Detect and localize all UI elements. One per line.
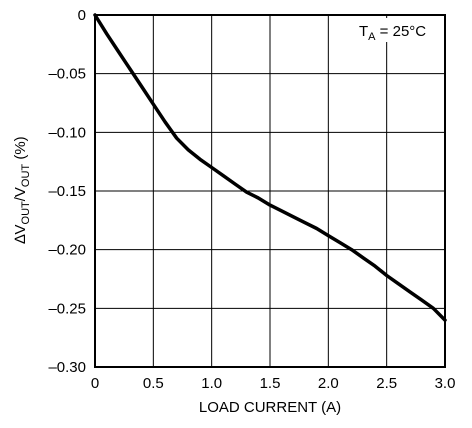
y-tick-label: –0.20 [48, 242, 86, 259]
y-axis-title-delta: ∆V [12, 224, 29, 243]
x-tick-label: 1.5 [260, 375, 281, 392]
y-axis-title-unit: (%) [12, 136, 29, 164]
plot-frame [94, 14, 446, 368]
y-axis-title-slash: /V [12, 187, 29, 201]
x-tick-label: 3.0 [435, 375, 456, 392]
x-tick-label: 2.0 [318, 375, 339, 392]
y-axis-title: ∆VOUT/VOUT (%) [12, 136, 32, 243]
y-tick-label: –0.30 [48, 359, 86, 376]
x-tick-label: 1.0 [201, 375, 222, 392]
y-tick-labels: 0 –0.05 –0.10 –0.15 –0.20 –0.25 –0.30 [48, 7, 86, 376]
series-layer [93, 13, 447, 322]
y-tick-label: –0.25 [48, 300, 86, 317]
temperature-annotation: TA = 25°C [359, 23, 426, 43]
x-axis-title: LOAD CURRENT (A) [199, 399, 341, 416]
x-tick-label: 2.5 [376, 375, 397, 392]
y-tick-label: –0.15 [48, 183, 86, 200]
annotation-rest: = 25°C [376, 23, 427, 40]
y-axis-title-sub2: OUT [20, 164, 32, 188]
x-tick-labels: 0 0.5 1.0 1.5 2.0 2.5 3.0 [91, 375, 456, 392]
y-axis-title-sub1: OUT [20, 201, 32, 225]
series-line [93, 13, 447, 322]
x-tick-label: 0 [91, 375, 99, 392]
y-tick-label: –0.10 [48, 124, 86, 141]
annotation-background [354, 18, 442, 42]
y-tick-label: 0 [78, 7, 86, 24]
annotation-sub: A [368, 31, 376, 43]
annotation-main: T [359, 23, 368, 40]
grid [94, 14, 446, 368]
y-tick-label: –0.05 [48, 66, 86, 83]
x-tick-label: 0.5 [143, 375, 164, 392]
